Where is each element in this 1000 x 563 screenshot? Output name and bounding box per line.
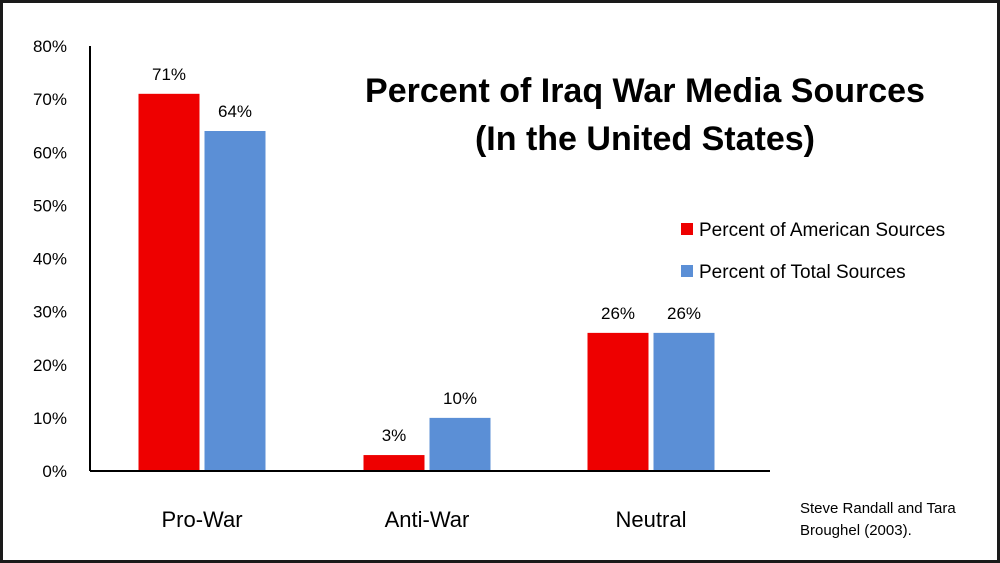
y-tick-label: 10% bbox=[33, 409, 67, 428]
bar-anti-war-total bbox=[429, 417, 491, 471]
y-axis-ticks: 0% 10% 20% 30% 40% 50% 60% 70% 80% bbox=[33, 37, 67, 481]
category-labels: Pro-War Anti-War Neutral bbox=[161, 507, 686, 532]
y-tick-label: 40% bbox=[33, 250, 67, 269]
bar-pro-war-american bbox=[138, 93, 200, 471]
y-tick-label: 50% bbox=[33, 196, 67, 215]
data-label: 10% bbox=[443, 389, 477, 408]
source-note-line-1: Steve Randall and Tara bbox=[800, 500, 956, 517]
y-tick-label: 80% bbox=[33, 37, 67, 56]
data-label: 26% bbox=[601, 304, 635, 323]
bars bbox=[138, 93, 715, 471]
category-label: Anti-War bbox=[385, 507, 470, 532]
bar-pro-war-total bbox=[204, 131, 266, 471]
legend-label-total: Percent of Total Sources bbox=[699, 262, 906, 283]
y-tick-label: 20% bbox=[33, 356, 67, 375]
data-label: 26% bbox=[667, 304, 701, 323]
y-tick-label: 0% bbox=[42, 462, 67, 481]
y-tick-label: 30% bbox=[33, 303, 67, 322]
data-label: 3% bbox=[382, 426, 407, 445]
legend: Percent of American Sources Percent of T… bbox=[681, 220, 945, 283]
category-label: Pro-War bbox=[161, 507, 242, 532]
data-label: 71% bbox=[152, 65, 186, 84]
bar-neutral-american bbox=[587, 332, 649, 471]
legend-swatch-american bbox=[681, 223, 693, 235]
source-note: Steve Randall and Tara Broughel (2003). bbox=[800, 500, 956, 539]
category-label: Neutral bbox=[616, 507, 687, 532]
source-note-line-2: Broughel (2003). bbox=[800, 522, 912, 539]
y-tick-label: 60% bbox=[33, 143, 67, 162]
legend-swatch-total bbox=[681, 265, 693, 277]
chart-title-line-1: Percent of Iraq War Media Sources bbox=[365, 72, 925, 110]
data-label: 64% bbox=[218, 102, 252, 121]
data-labels: 71% 64% 3% 10% 26% 26% bbox=[152, 65, 701, 445]
bar-neutral-total bbox=[653, 332, 715, 471]
y-tick-label: 70% bbox=[33, 90, 67, 109]
bar-anti-war-american bbox=[363, 455, 425, 471]
legend-label-american: Percent of American Sources bbox=[699, 220, 945, 241]
chart-title-line-2: (In the United States) bbox=[475, 120, 815, 158]
